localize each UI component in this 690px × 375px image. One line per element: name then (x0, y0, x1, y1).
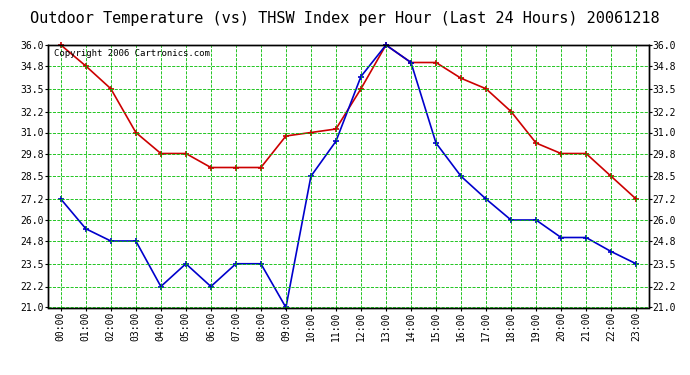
Text: Copyright 2006 Cartronics.com: Copyright 2006 Cartronics.com (55, 49, 210, 58)
Text: Outdoor Temperature (vs) THSW Index per Hour (Last 24 Hours) 20061218: Outdoor Temperature (vs) THSW Index per … (30, 11, 660, 26)
